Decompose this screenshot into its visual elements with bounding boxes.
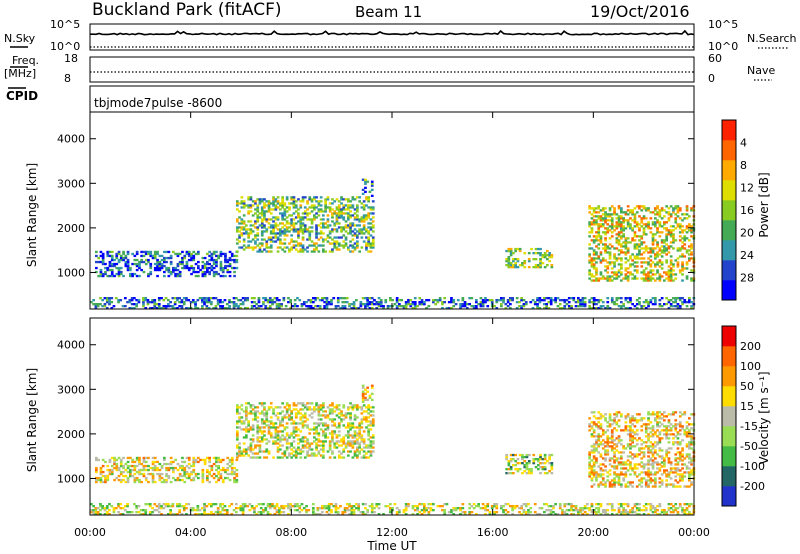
power-colorbar-swatch: [722, 280, 736, 301]
velocity-colorbar-tick-label: -15: [740, 420, 758, 433]
freq-left-tick-bottom: 8: [64, 72, 71, 85]
time-tick-label: 04:00: [175, 526, 207, 539]
power-colorbar-tick-label: 20: [740, 227, 754, 240]
power-colorbar-tick-label: 12: [740, 182, 754, 195]
time-tick-label: 00:00: [678, 526, 710, 539]
velocity-colorbar-tick-label: -50: [740, 440, 758, 453]
velocity-colorbar: 200 100 50 15 -15 -50 -100 -200 Velocity [m s⁻¹…: [721, 325, 771, 507]
y-tick-label: 3000: [57, 177, 85, 190]
echo-region-5: [90, 503, 696, 516]
cpid-value: tbjmode7pulse -8600: [94, 96, 222, 110]
power-colorbar-tick-label: 16: [740, 204, 754, 217]
power-colorbar-swatch: [722, 200, 736, 221]
velocity-colorbar-tick-label: -200: [740, 480, 765, 493]
echo-region-4: [588, 205, 696, 282]
power-colorbar-tick-label: 24: [740, 249, 754, 262]
power-colorbar-tick-label: 28: [740, 272, 754, 285]
y-tick-label: 1000: [57, 472, 85, 485]
velocity-colorbar-label: Velocity [m s⁻¹]: [757, 371, 771, 464]
echo-region-1: [236, 402, 375, 459]
y-tick-label: 1000: [57, 266, 85, 279]
freq-left-tick-top: 18: [64, 52, 78, 65]
echo-region-0: [95, 250, 239, 278]
power-colorbar-swatch: [722, 160, 736, 181]
noise-left-tick-bottom: 10^0: [50, 40, 80, 53]
power-ylabel: Slant Range [km]: [25, 163, 39, 267]
power-colorbar-swatch: [722, 240, 736, 261]
power-colorbar-label: Power [dB]: [757, 172, 771, 237]
velocity-colorbar-swatch: [722, 426, 736, 447]
echo-region-3: [505, 453, 554, 475]
power-colorbar-swatch: [722, 120, 736, 141]
echo-region-2: [361, 384, 374, 403]
time-tick-label: 00:00: [74, 526, 106, 539]
cpid-label: CPID: [6, 89, 38, 103]
power-colorbar-tick-label: 8: [740, 159, 747, 172]
echo-region-5: [90, 297, 696, 310]
freq-right-tick-top: 60: [708, 52, 722, 65]
velocity-colorbar-tick-label: 200: [740, 340, 761, 353]
velocity-colorbar-swatch: [722, 466, 736, 487]
time-axis-label: Time UT: [366, 539, 417, 553]
date-label: 19/Oct/2016: [590, 2, 690, 21]
velocity-colorbar-swatch: [722, 326, 736, 347]
velocity-colorbar-swatch: [722, 486, 736, 507]
power-colorbar-tick-label: 4: [740, 137, 747, 150]
noise-search-label: N.Search: [747, 32, 797, 45]
velocity-ylabel: Slant Range [km]: [25, 368, 39, 472]
echo-region-3: [505, 247, 554, 269]
y-tick-label: 2000: [57, 222, 85, 235]
freq-label: Freq.: [12, 54, 39, 67]
power-panel: 1000 2000 3000 4000 Slant Range [km]: [25, 111, 696, 310]
power-colorbar-swatch: [722, 140, 736, 161]
velocity-colorbar-tick-label: 50: [740, 380, 754, 393]
velocity-colorbar-tick-label: 100: [740, 360, 761, 373]
time-tick-label: 12:00: [376, 526, 408, 539]
power-colorbar-swatch: [722, 220, 736, 241]
velocity-colorbar-swatch: [722, 406, 736, 427]
noise-sky-trace: [90, 29, 695, 36]
velocity-colorbar-swatch: [722, 366, 736, 387]
nave-label: Nave: [747, 64, 775, 77]
time-tick-label: 16:00: [477, 526, 509, 539]
power-colorbar-swatch: [722, 260, 736, 281]
time-tick-label: 08:00: [275, 526, 307, 539]
velocity-colorbar-tick-label: 15: [740, 400, 754, 413]
power-colorbar: 4 8 12 16 20 24 28 Power [dB]: [721, 119, 771, 301]
noise-sky-label: N.Sky: [4, 32, 36, 45]
velocity-colorbar-swatch: [722, 446, 736, 467]
velocity-colorbar-swatch: [722, 386, 736, 407]
beam-label: Beam 11: [355, 3, 422, 21]
echo-region-4: [588, 411, 696, 488]
velocity-colorbar-swatch: [722, 346, 736, 367]
echo-region-0: [95, 456, 239, 484]
noise-panel: N.Sky 10^5 10^0 10^5 10^0 N.Search: [4, 18, 797, 53]
noise-right-tick-top: 10^5: [708, 18, 738, 31]
time-tick-label: 20:00: [577, 526, 609, 539]
y-tick-label: 4000: [57, 339, 85, 352]
freq-right-tick-bottom: 0: [708, 72, 715, 85]
time-axis: 00:00 04:00 08:00 12:00 16:00 20:00 00:00: [74, 526, 710, 539]
y-tick-label: 3000: [57, 383, 85, 396]
site-title: Buckland Park (fitACF): [92, 0, 282, 20]
y-tick-label: 2000: [57, 428, 85, 441]
noise-left-tick-top: 10^5: [50, 18, 80, 31]
frequency-panel: Freq. [MHz] 18 8 60 0 Nave: [4, 52, 775, 85]
power-colorbar-swatch: [722, 180, 736, 201]
echo-region-1: [236, 196, 375, 253]
y-tick-label: 4000: [57, 133, 85, 146]
velocity-colorbar-tick-label: -100: [740, 460, 765, 473]
freq-unit-label: [MHz]: [4, 67, 36, 80]
echo-region-2: [361, 178, 374, 197]
velocity-panel: 1000 2000 3000 4000 Slant Range [km]: [25, 317, 696, 516]
noise-right-tick-bottom: 10^0: [708, 40, 738, 53]
